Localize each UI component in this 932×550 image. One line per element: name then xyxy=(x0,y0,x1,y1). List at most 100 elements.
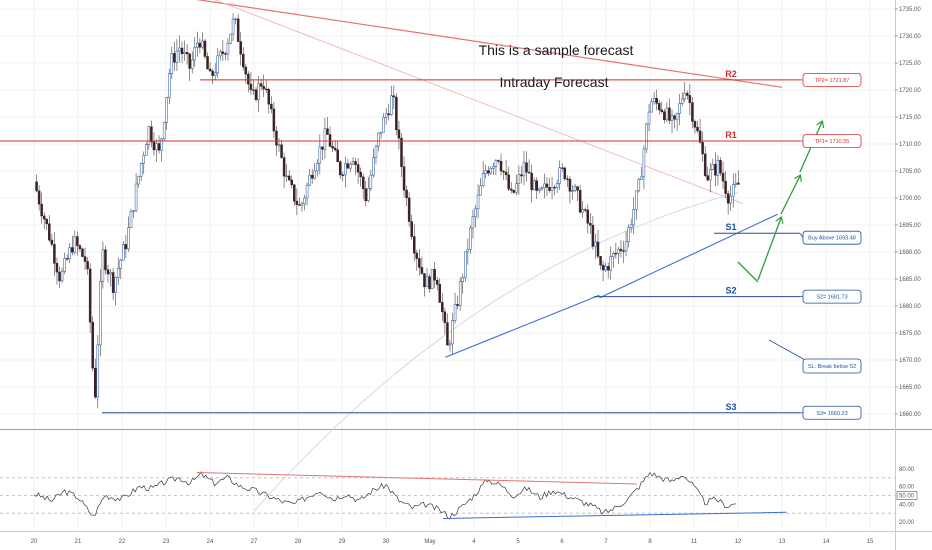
candle-body xyxy=(594,241,597,247)
candle-body xyxy=(295,200,299,205)
level-label-s1: S1 xyxy=(725,222,736,232)
candle-body xyxy=(346,163,350,169)
candle-body xyxy=(721,172,725,182)
candle-body xyxy=(236,18,240,42)
candle-body xyxy=(147,126,151,145)
x-tick-label: 30 xyxy=(383,539,390,545)
candle-body xyxy=(326,128,329,135)
osc-y-tick-label: 50.00 xyxy=(899,494,915,500)
candle-body xyxy=(627,227,630,243)
candle-body xyxy=(453,304,457,321)
candle-body xyxy=(234,18,237,20)
candle-body xyxy=(512,190,516,193)
candle-body xyxy=(275,130,278,146)
support-resistance-levels: R3R2R1S1S2S3 xyxy=(0,69,800,414)
candle-body xyxy=(433,269,436,281)
x-tick-label: 5 xyxy=(516,539,520,545)
osc-y-tick-label: 40.00 xyxy=(899,502,915,508)
candle-body xyxy=(724,180,727,194)
candle-body xyxy=(520,174,523,177)
axes: 1660.00 1665.00 1670.00 1675.00 1680.00 1685.… xyxy=(31,0,921,550)
x-tick-label: 7 xyxy=(604,539,608,545)
candle-body xyxy=(336,149,339,163)
candle-body xyxy=(479,185,482,196)
candle-body xyxy=(711,164,715,170)
candle-body xyxy=(287,175,291,181)
candle-body xyxy=(58,271,61,282)
candle-body xyxy=(466,249,470,253)
candle-body xyxy=(484,170,487,174)
y-tick-label: 1685.00 xyxy=(899,277,921,283)
candle-body xyxy=(242,53,245,68)
candle-body xyxy=(221,51,225,54)
candle-body xyxy=(316,162,319,172)
trend-lines xyxy=(195,0,783,512)
candle-body xyxy=(726,193,730,204)
y-tick-label: 1730.00 xyxy=(899,34,921,40)
candle-body xyxy=(410,221,413,237)
candle-body xyxy=(109,272,112,275)
candle-body xyxy=(137,176,140,185)
candle-body xyxy=(48,223,51,241)
candle-body xyxy=(476,194,480,210)
candle-body xyxy=(629,224,633,228)
candle-body xyxy=(578,190,582,213)
candle-body xyxy=(464,251,467,278)
candle-body xyxy=(318,146,322,164)
candle-body xyxy=(647,111,651,125)
candle-body xyxy=(561,167,564,169)
candle-body xyxy=(698,130,702,143)
candle-body xyxy=(65,258,69,260)
candle-body xyxy=(543,183,546,189)
candle-body xyxy=(160,138,163,151)
candle-body xyxy=(706,175,709,181)
candle-body xyxy=(456,304,459,306)
y-tick-label: 1695.00 xyxy=(899,223,921,229)
candle-body xyxy=(78,245,82,250)
candle-body xyxy=(553,187,556,189)
candle-body xyxy=(150,126,153,143)
candle-body xyxy=(372,157,375,176)
candle-body xyxy=(201,40,204,48)
candle-body xyxy=(680,98,684,104)
candle-body xyxy=(361,176,365,190)
candle-body xyxy=(397,129,401,139)
candle-body xyxy=(525,162,528,173)
candle-body xyxy=(443,311,447,323)
candle-body xyxy=(731,184,735,197)
candle-body xyxy=(461,277,464,282)
candle-body xyxy=(60,270,64,282)
candle-body xyxy=(40,203,43,217)
rising-support-line-a xyxy=(445,294,600,358)
candle-body xyxy=(601,264,605,271)
candle-body xyxy=(104,249,107,271)
candle-body xyxy=(515,183,518,193)
candle-body xyxy=(111,272,115,293)
candle-body xyxy=(270,103,273,110)
candle-body xyxy=(231,18,235,35)
candle-body xyxy=(502,170,505,173)
osc-red-divergence-line xyxy=(196,472,637,485)
candle-body xyxy=(374,145,378,158)
candle-body xyxy=(573,186,577,191)
x-tick-label: 8 xyxy=(648,539,652,545)
candle-body xyxy=(568,178,572,192)
descending-trendline xyxy=(195,0,783,88)
candle-body xyxy=(81,248,84,257)
candle-body xyxy=(673,115,676,120)
candle-body xyxy=(624,241,628,252)
candle-body xyxy=(239,41,242,55)
candle-body xyxy=(469,227,472,250)
candle-body xyxy=(91,321,94,369)
candle-body xyxy=(558,167,561,184)
candle-body xyxy=(622,250,625,252)
candle-body xyxy=(175,50,179,63)
sl-annotation-box xyxy=(802,358,862,374)
candle-body xyxy=(206,56,209,70)
candle-body xyxy=(262,86,265,90)
candle-body xyxy=(517,174,521,184)
candle-body xyxy=(254,89,258,100)
x-tick-label: 22 xyxy=(119,539,126,545)
candle-body xyxy=(249,83,253,91)
y-tick-label: 1665.00 xyxy=(899,385,921,391)
